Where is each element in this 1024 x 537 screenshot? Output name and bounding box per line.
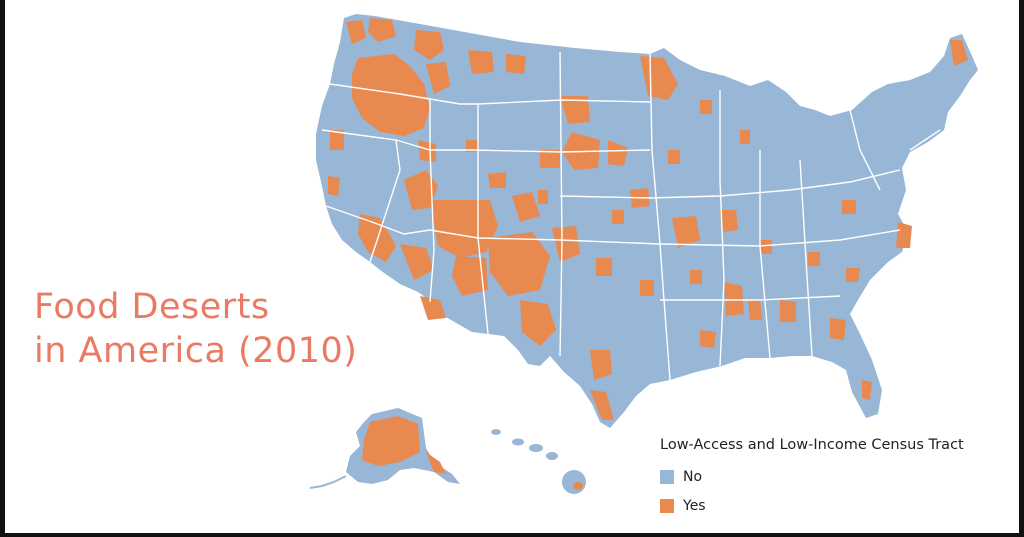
alaska-food-desert-tracts	[362, 416, 446, 474]
legend-label-no: No	[683, 469, 703, 485]
frame-bottom	[0, 533, 1024, 537]
legend-swatch-no	[660, 470, 674, 484]
hawaii	[491, 429, 586, 494]
frame-right	[1019, 0, 1024, 537]
frame-left	[0, 0, 5, 537]
legend-swatch-yes	[660, 499, 674, 513]
legend-item-yes: Yes	[660, 498, 990, 514]
state-borders	[321, 51, 941, 381]
legend-title: Low-Access and Low-Income Census Tract	[660, 437, 964, 453]
contiguous-us	[316, 14, 978, 428]
legend: Low-Access and Low-Income Census Tract N…	[660, 437, 990, 514]
legend-item-no: No	[660, 469, 990, 485]
legend-label-yes: Yes	[683, 498, 706, 514]
food-desert-tracts	[328, 18, 968, 420]
map-title: Food Deserts in America (2010)	[34, 285, 357, 373]
alaska-chain	[309, 475, 347, 489]
title-line-2: in America (2010)	[34, 331, 358, 371]
title-line-1: Food Deserts	[34, 287, 270, 327]
hawaii-food-desert-tracts	[573, 482, 583, 490]
